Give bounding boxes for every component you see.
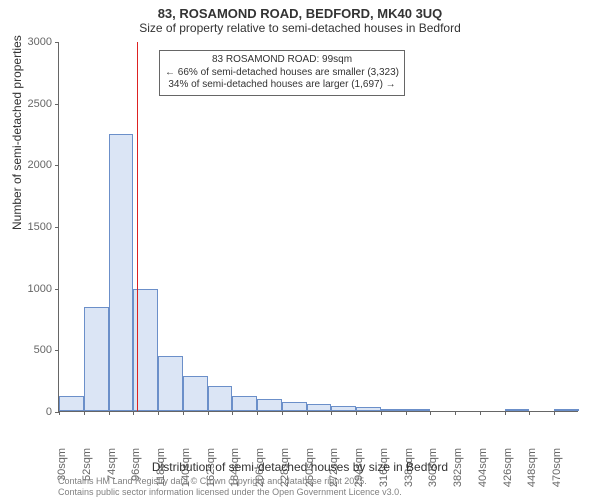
histogram-bar xyxy=(554,409,579,411)
histogram-bar xyxy=(158,356,183,412)
histogram-bar xyxy=(282,402,307,411)
y-tick-label: 500 xyxy=(34,344,52,356)
histogram-bar xyxy=(257,399,282,411)
x-tick-mark xyxy=(505,411,506,415)
x-tick-mark xyxy=(356,411,357,415)
y-tick-mark xyxy=(55,165,59,166)
x-tick-mark xyxy=(59,411,60,415)
histogram-bar xyxy=(109,134,134,412)
y-tick-mark xyxy=(55,104,59,105)
x-tick-mark xyxy=(529,411,530,415)
histogram-bar xyxy=(406,409,431,411)
x-tick-mark xyxy=(133,411,134,415)
page-title: 83, ROSAMOND ROAD, BEDFORD, MK40 3UQ xyxy=(0,0,600,21)
annotation-line: 83 ROSAMOND ROAD: 99sqm xyxy=(165,54,399,67)
reference-line xyxy=(137,42,138,411)
histogram-bar xyxy=(208,386,233,411)
histogram-bar xyxy=(84,307,109,411)
histogram-bar xyxy=(59,396,84,411)
y-axis-label: Number of semi-detached properties xyxy=(10,35,24,230)
x-tick-mark xyxy=(455,411,456,415)
y-tick-label: 2500 xyxy=(28,98,52,110)
histogram-bar xyxy=(356,407,381,411)
x-axis-label: Distribution of semi-detached houses by … xyxy=(0,460,600,474)
histogram-plot: 05001000150020002500300030sqm52sqm74sqm9… xyxy=(58,42,578,412)
annotation-line: 34% of semi-detached houses are larger (… xyxy=(165,79,399,92)
x-tick-mark xyxy=(257,411,258,415)
y-tick-mark xyxy=(55,350,59,351)
x-tick-mark xyxy=(208,411,209,415)
histogram-bar xyxy=(331,406,356,411)
x-tick-mark xyxy=(282,411,283,415)
x-tick-mark xyxy=(480,411,481,415)
histogram-bar xyxy=(505,409,530,411)
x-tick-mark xyxy=(84,411,85,415)
y-tick-label: 0 xyxy=(46,406,52,418)
annotation-box: 83 ROSAMOND ROAD: 99sqm← 66% of semi-det… xyxy=(159,50,405,96)
y-tick-label: 1000 xyxy=(28,283,52,295)
x-tick-mark xyxy=(554,411,555,415)
y-tick-label: 3000 xyxy=(28,36,52,48)
y-tick-mark xyxy=(55,289,59,290)
x-tick-mark xyxy=(232,411,233,415)
chart-area: 05001000150020002500300030sqm52sqm74sqm9… xyxy=(58,42,578,412)
x-tick-mark xyxy=(307,411,308,415)
y-tick-mark xyxy=(55,42,59,43)
page-subtitle: Size of property relative to semi-detach… xyxy=(0,21,600,39)
histogram-bar xyxy=(183,376,208,411)
histogram-bar xyxy=(381,409,406,411)
x-tick-mark xyxy=(183,411,184,415)
annotation-line: ← 66% of semi-detached houses are smalle… xyxy=(165,67,399,80)
footer-line-1: Contains HM Land Registry data © Crown c… xyxy=(58,476,402,487)
footer-attribution: Contains HM Land Registry data © Crown c… xyxy=(58,476,402,498)
x-tick-mark xyxy=(406,411,407,415)
y-tick-label: 2000 xyxy=(28,159,52,171)
x-tick-mark xyxy=(331,411,332,415)
histogram-bar xyxy=(232,396,257,411)
x-tick-mark xyxy=(158,411,159,415)
histogram-bar xyxy=(307,404,332,411)
x-tick-mark xyxy=(381,411,382,415)
footer-line-2: Contains public sector information licen… xyxy=(58,487,402,498)
y-tick-mark xyxy=(55,227,59,228)
x-tick-mark xyxy=(109,411,110,415)
x-tick-mark xyxy=(430,411,431,415)
y-tick-label: 1500 xyxy=(28,221,52,233)
